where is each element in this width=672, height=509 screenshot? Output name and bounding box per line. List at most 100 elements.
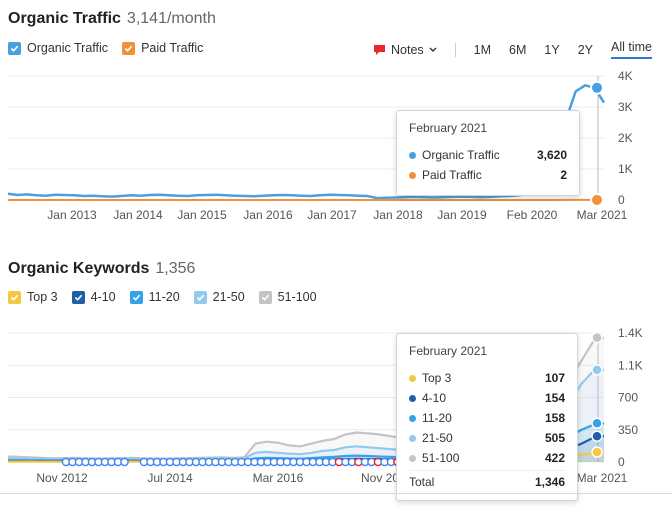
chevron-down-icon <box>429 47 437 52</box>
checkbox-icon[interactable] <box>258 290 272 304</box>
series-point-51-100 <box>591 331 603 344</box>
traffic-subtitle: 3,141/month <box>126 10 216 27</box>
traffic-tooltip: February 2021 Organic Traffic 3,620 Paid… <box>396 110 580 196</box>
x-tick-label: Nov 20 <box>361 471 399 485</box>
legend-21-50[interactable]: 21-50 <box>193 290 245 304</box>
keywords-legend: Top 3 4-10 11-20 21-50 51-100 <box>8 290 317 304</box>
y-tick-label: 700 <box>618 391 638 405</box>
series-point-top-3 <box>591 446 603 458</box>
tooltip-label: Organic Traffic <box>422 148 500 162</box>
legend-paid-traffic[interactable]: Paid Traffic <box>122 41 203 55</box>
legend-label: Paid Traffic <box>141 41 204 55</box>
traffic-chart-svg[interactable]: 0 1K 2K 3K 4K Jan 2013 Jan 2014 Jan 2015 Jan 201… <box>0 66 672 230</box>
x-tick-label: Jul 2014 <box>147 471 193 485</box>
legend-label: 4-10 <box>90 290 116 304</box>
bottom-divider <box>0 493 672 494</box>
tooltip-value: 2 <box>560 168 567 182</box>
legend-4-10[interactable]: 4-10 <box>71 290 116 304</box>
legend-label: Organic Traffic <box>27 41 109 55</box>
tooltip-label: 4-10 <box>422 391 447 405</box>
range-1y-button[interactable]: 1Y <box>544 42 560 57</box>
legend-top-3[interactable]: Top 3 <box>8 290 58 304</box>
tooltip-title: February 2021 <box>409 121 488 135</box>
series-point-21-50 <box>591 364 603 376</box>
series-line-organic-traffic <box>7 83 606 200</box>
checkbox-icon[interactable] <box>193 290 207 304</box>
y-tick-label: 2K <box>618 131 633 145</box>
tooltip-value: 107 <box>544 371 565 385</box>
checkbox-icon[interactable] <box>122 41 136 55</box>
x-tick-label: Jan 2016 <box>243 208 293 222</box>
paid-dot-icon <box>409 171 416 179</box>
legend-organic-traffic[interactable]: Organic Traffic <box>8 41 108 55</box>
tooltip-row-4-10: 4-10 154 <box>409 388 565 408</box>
pos51-100-dot-icon <box>409 454 416 462</box>
notes-icon <box>374 44 386 55</box>
tooltip-label: 51-100 <box>422 451 460 465</box>
x-tick-label: Mar 2016 <box>253 471 304 485</box>
tooltip-label: 21-50 <box>422 431 453 445</box>
tooltip-value: 3,620 <box>536 148 567 162</box>
tooltip-total-label: Total <box>409 474 435 489</box>
tooltip-label: 11-20 <box>422 411 452 425</box>
tooltip-row-21-50: 21-50 505 <box>409 428 565 448</box>
x-tick-label: Jan 2018 <box>373 208 423 222</box>
keywords-subtitle: 1,356 <box>155 260 196 277</box>
y-tick-label: 4K <box>618 69 633 83</box>
traffic-title: Organic Traffic <box>8 10 121 27</box>
range-2y-button[interactable]: 2Y <box>577 42 594 57</box>
traffic-legend: Organic Traffic Paid Traffic <box>8 41 203 55</box>
paid-point <box>590 192 604 207</box>
notes-dropdown[interactable]: Notes <box>373 43 437 57</box>
tooltip-row-11-20: 11-20 158 <box>409 408 565 428</box>
x-tick-label: Nov 2012 <box>36 471 88 485</box>
organic-point <box>590 80 604 95</box>
x-tick-label: Jan 2014 <box>113 208 163 222</box>
legend-51-100[interactable]: 51-100 <box>258 290 317 304</box>
x-tick-label: Jan 2015 <box>177 208 227 222</box>
x-tick-label: Jan 2019 <box>437 208 487 222</box>
x-tick-label: Mar 2021 <box>577 471 628 485</box>
range-6m-button[interactable]: 6M <box>509 42 527 57</box>
range-all-time-button[interactable]: All time <box>611 40 652 59</box>
top3-dot-icon <box>409 374 416 382</box>
keywords-section-title: Organic Keywords 1,356 <box>8 260 195 278</box>
checkbox-icon[interactable] <box>8 290 21 304</box>
legend-label: 21-50 <box>212 290 245 304</box>
traffic-section-title: Organic Traffic 3,141/month <box>8 10 216 28</box>
pos11-20-dot-icon <box>409 414 416 422</box>
legend-11-20[interactable]: 11-20 <box>129 290 180 304</box>
tooltip-label: Top 3 <box>422 371 452 385</box>
tooltip-title: February 2021 <box>409 344 488 358</box>
checkbox-icon[interactable] <box>129 290 143 304</box>
tooltip-row-total: Total 1,346 <box>409 470 565 490</box>
tooltip-value: 158 <box>544 411 565 425</box>
tooltip-row-organic: Organic Traffic 3,620 <box>409 145 567 165</box>
keywords-tooltip: February 2021 Top 3 107 4-10 154 11-20 1… <box>396 333 578 501</box>
keywords-title: Organic Keywords <box>8 260 150 277</box>
range-1m-button[interactable]: 1M <box>473 42 492 57</box>
tooltip-value: 505 <box>544 431 565 445</box>
tooltip-total-value: 1,346 <box>534 474 565 489</box>
tooltip-row-paid: Paid Traffic 2 <box>409 165 567 185</box>
checkbox-icon[interactable] <box>8 41 21 55</box>
tooltip-row-51-100: 51-100 422 <box>409 448 565 468</box>
traffic-chart[interactable]: 0 1K 2K 3K 4K Jan 2013 Jan 2014 Jan 2015 Jan 201… <box>0 66 672 230</box>
toolbar-divider <box>454 42 456 57</box>
tooltip-value: 154 <box>544 391 565 405</box>
google-update-icon <box>120 457 129 467</box>
y-tick-label: 1.1K <box>618 358 643 372</box>
y-tick-label: 1.4K <box>618 326 643 340</box>
series-point-4-10 <box>591 430 603 442</box>
pos4-10-dot-icon <box>409 394 416 402</box>
x-tick-label: Jan 2017 <box>307 208 357 222</box>
range-toolbar: Notes 1M 6M 1Y 2Y All time <box>373 40 652 59</box>
x-tick-label: Mar 2021 <box>577 208 628 222</box>
x-tick-label: Jan 2013 <box>47 208 97 222</box>
series-point-11-20 <box>591 417 603 430</box>
legend-label: 51-100 <box>277 290 317 304</box>
y-tick-label: 0 <box>618 193 625 207</box>
pos21-50-dot-icon <box>409 434 416 442</box>
checkbox-icon[interactable] <box>71 290 85 304</box>
tooltip-row-top3: Top 3 107 <box>409 368 565 388</box>
